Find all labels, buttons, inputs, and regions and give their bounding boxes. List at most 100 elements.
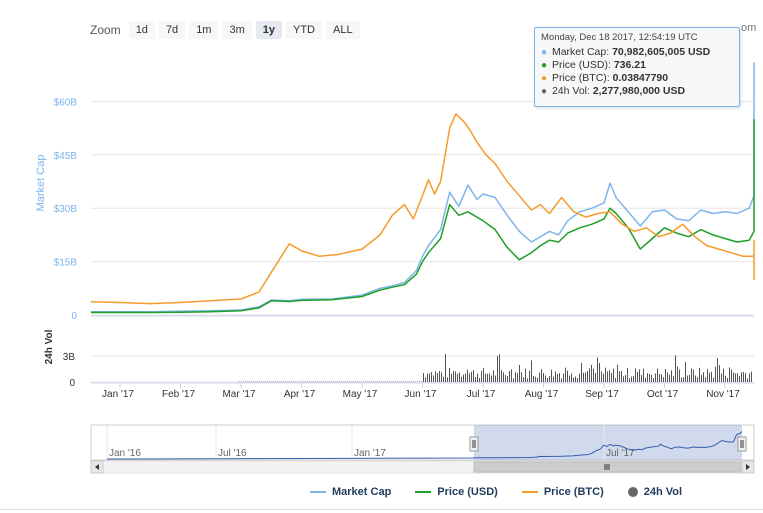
volume-bar (447, 377, 448, 382)
volume-tick-label: 0 (69, 378, 75, 389)
volume-bar (481, 370, 482, 382)
zoom-1y-button[interactable]: 1y (255, 21, 282, 39)
volume-bar (743, 372, 744, 382)
volume-bar (623, 376, 624, 382)
zoom-ytd-button[interactable]: YTD (286, 21, 322, 39)
volume-bar (713, 377, 714, 382)
date-range-label: om (741, 22, 757, 34)
chevron-left-icon (95, 464, 99, 470)
volume-bar (437, 373, 438, 382)
chart-tooltip: Monday, Dec 18 2017, 12:54:19 UTC ● Mark… (534, 27, 740, 107)
y-tick-label: $45B (54, 151, 78, 162)
volume-bar (483, 367, 484, 382)
chart-legend: Market Cap Price (USD) Price (BTC) 24h V… (310, 486, 706, 498)
volume-bar (631, 376, 632, 382)
market-cap-dot-icon: ● (541, 47, 548, 58)
x-tick-label: Apr '17 (284, 389, 316, 400)
volume-bar (661, 374, 662, 382)
scrollbar-thumb[interactable] (473, 461, 743, 473)
zoom-all-button[interactable]: ALL (326, 21, 360, 39)
tooltip-value: 736.21 (613, 59, 646, 71)
volume-bar (529, 370, 530, 382)
volume-bar (465, 373, 466, 382)
volume-bar (721, 373, 722, 382)
legend-item-volume[interactable]: 24h Vol (627, 486, 682, 498)
navigator-left-handle[interactable] (469, 436, 479, 452)
volume-bar (599, 362, 600, 382)
zoom-3m-button[interactable]: 3m (222, 21, 252, 39)
tooltip-label: Price (USD): (551, 59, 611, 71)
volume-bar (611, 372, 612, 382)
legend-item-price-usd[interactable]: Price (USD) (415, 486, 498, 498)
volume-bar (703, 372, 704, 382)
volume-bar (439, 371, 440, 382)
volume-bar (645, 377, 646, 382)
volume-bar (499, 354, 500, 382)
volume-bar (707, 369, 708, 382)
volume-bar (709, 372, 710, 382)
volume-bar (617, 364, 618, 382)
volume-bar (605, 367, 606, 382)
y-axis-ticks: 0 $15B $30B $45B $60B 0 3B (54, 97, 78, 389)
volume-bar (733, 372, 734, 382)
volume-bar (451, 373, 452, 382)
zoom-1d-button[interactable]: 1d (128, 21, 155, 39)
volume-bar (613, 368, 614, 382)
volume-bar (513, 378, 514, 382)
volume-bar (501, 370, 502, 382)
volume-bars (239, 354, 752, 382)
volume-bar (751, 371, 752, 382)
x-tick-label: Oct '17 (647, 389, 679, 400)
volume-bar (727, 378, 728, 382)
volume-bar (653, 377, 654, 382)
volume-bar (541, 369, 542, 382)
chevron-right-icon (746, 464, 750, 470)
zoom-7d-button[interactable]: 7d (158, 21, 186, 39)
volume-bar (681, 377, 682, 382)
volume-bar (615, 378, 616, 382)
chart-series (90, 62, 755, 314)
volume-bar (725, 375, 726, 382)
volume-bar (489, 373, 490, 382)
volume-bar (561, 378, 562, 382)
series-line-market-cap (91, 62, 755, 313)
volume-bar (715, 366, 716, 382)
volume-bar (691, 368, 692, 382)
volume-bar (527, 378, 528, 382)
volume-bar (579, 373, 580, 382)
volume-bar (457, 373, 458, 382)
x-axis-ticks: Jan '17 Feb '17 Mar '17 Apr '17 May '17 Jun '… (102, 383, 740, 400)
volume-dot-icon: ● (541, 86, 548, 97)
price-usd-dot-icon: ● (541, 60, 548, 71)
volume-bar (455, 371, 456, 382)
chart-gridlines (91, 100, 754, 317)
tooltip-label: 24h Vol: (551, 85, 590, 97)
legend-label: Price (USD) (437, 486, 498, 498)
navigator-frame (90, 424, 755, 461)
volume-bar (449, 367, 450, 382)
volume-bar (525, 368, 526, 382)
tooltip-row-volume: ● 24h Vol: 2,277,980,000 USD (541, 85, 733, 98)
volume-bar (685, 361, 686, 382)
zoom-1m-button[interactable]: 1m (189, 21, 219, 39)
volume-bar (491, 375, 492, 382)
legend-item-price-btc[interactable]: Price (BTC) (521, 486, 604, 498)
x-tick-label: Jan '17 (102, 389, 134, 400)
volume-bar (519, 364, 520, 382)
volume-bar (523, 377, 524, 382)
volume-bar (717, 358, 718, 382)
volume-bar (511, 369, 512, 382)
volume-bar (739, 375, 740, 382)
navigator-right-handle[interactable] (737, 436, 747, 452)
tooltip-row-price-usd: ● Price (USD): 736.21 (541, 59, 733, 72)
x-tick-label: May '17 (343, 389, 378, 400)
volume-bar (649, 374, 650, 382)
volume-bar (601, 371, 602, 382)
volume-bar (731, 369, 732, 382)
series-line-price-usd (91, 119, 755, 314)
legend-item-market-cap[interactable]: Market Cap (310, 486, 391, 498)
tooltip-row-price-btc: ● Price (BTC): 0.03847790 (541, 72, 733, 85)
volume-bar (643, 368, 644, 382)
volume-bar (537, 377, 538, 382)
